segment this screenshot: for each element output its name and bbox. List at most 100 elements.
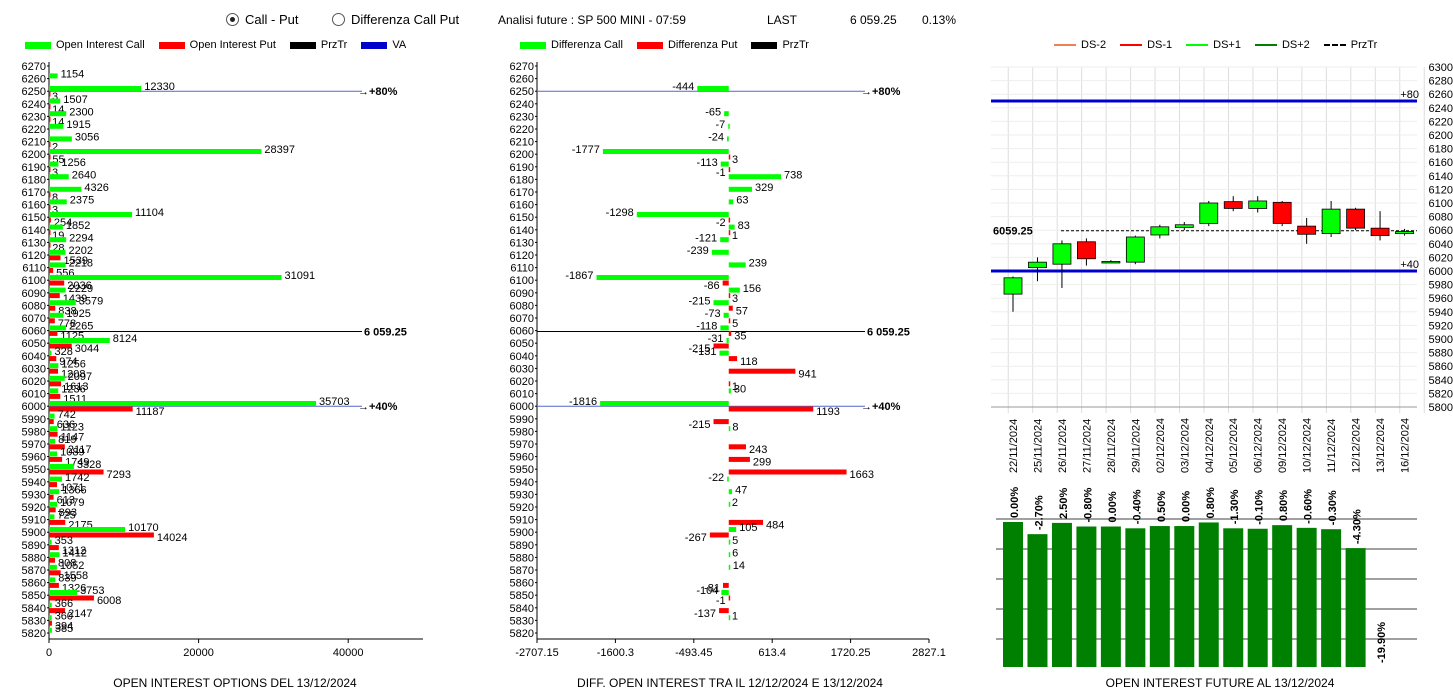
bar-call bbox=[49, 287, 66, 293]
bar-put bbox=[49, 305, 56, 311]
bar-call bbox=[49, 338, 110, 343]
legend-label: Differenza Call bbox=[551, 39, 623, 51]
strike-tick-label: 6050 bbox=[510, 338, 534, 350]
bar-put bbox=[49, 557, 56, 563]
candle-up bbox=[1003, 277, 1023, 295]
bar-call-label: 2265 bbox=[69, 321, 93, 333]
oi-bar-label: -0.40% bbox=[1131, 489, 1143, 524]
strike-tick-label: 6100 bbox=[22, 275, 46, 287]
bar-put bbox=[49, 608, 66, 614]
oi-bar-label: -0.80% bbox=[1082, 487, 1094, 522]
bar-call bbox=[49, 174, 69, 180]
radio-call-put-label: Call - Put bbox=[245, 12, 299, 27]
bar-call bbox=[49, 224, 63, 230]
legend-label: DS+1 bbox=[1213, 39, 1241, 51]
bar-call bbox=[49, 438, 56, 444]
bar-call bbox=[728, 174, 782, 180]
bar-put bbox=[49, 532, 154, 538]
strike-tick-label: 6020 bbox=[510, 376, 534, 388]
level-label: +40 bbox=[1400, 259, 1419, 271]
y-tick-label: 5920 bbox=[1429, 320, 1453, 332]
bar-put bbox=[49, 242, 51, 248]
bar-put-label: 2147 bbox=[68, 608, 92, 620]
strike-tick-label: 5870 bbox=[22, 565, 46, 577]
strike-tick-label: 6090 bbox=[510, 288, 534, 300]
strike-tick-label: 6030 bbox=[510, 363, 534, 375]
bar-put-label: 3 bbox=[52, 167, 58, 179]
bar-call bbox=[49, 451, 58, 457]
bar-put bbox=[49, 330, 58, 336]
oi-bar bbox=[1321, 529, 1342, 667]
bar-put bbox=[49, 356, 57, 362]
oi-bar-label: 0.00% bbox=[1107, 491, 1119, 522]
bar-call bbox=[728, 615, 731, 621]
bar-put bbox=[723, 582, 729, 588]
radio-call-put[interactable]: Call - Put bbox=[226, 12, 298, 27]
candle-up bbox=[1125, 236, 1145, 263]
bar-put bbox=[49, 141, 51, 147]
bar-call bbox=[49, 577, 56, 583]
strike-tick-label: 6080 bbox=[22, 300, 46, 312]
bar-call bbox=[49, 161, 59, 167]
bar-call bbox=[728, 123, 730, 129]
bar-put-label: 1193 bbox=[816, 406, 840, 418]
bar-put bbox=[728, 293, 731, 299]
oi-bar bbox=[1027, 534, 1048, 667]
y-tick-label: 6060 bbox=[1429, 225, 1453, 237]
bar-put bbox=[49, 393, 61, 399]
bar-call bbox=[49, 136, 72, 142]
strike-tick-label: 5840 bbox=[22, 603, 46, 615]
bar-call-label: 3056 bbox=[75, 132, 99, 144]
bar-call bbox=[49, 212, 133, 217]
legend-swatch-ds-1 bbox=[1120, 44, 1143, 46]
bar-call-label: 353 bbox=[55, 535, 73, 547]
bar-put-label: 14024 bbox=[157, 532, 188, 544]
oi-bar-label: -0.60% bbox=[1303, 489, 1315, 524]
bar-call bbox=[49, 262, 66, 268]
date-tick-label: 25/11/2024 bbox=[1032, 419, 1044, 473]
radio-selected-icon[interactable] bbox=[226, 13, 239, 26]
bar-call bbox=[49, 375, 65, 381]
radio-differenza[interactable]: Differenza Call Put bbox=[332, 12, 459, 27]
bar-put bbox=[49, 620, 52, 626]
diff-open-interest-chart: 6270626062506240623062206210620061906180… bbox=[510, 61, 946, 659]
bar-put bbox=[719, 608, 729, 614]
bar-call-label: 83 bbox=[738, 220, 750, 232]
oi-bar bbox=[1296, 527, 1317, 667]
strike-tick-label: 5880 bbox=[510, 552, 534, 564]
legend-swatch-prztr bbox=[1323, 44, 1346, 46]
bar-call bbox=[728, 552, 731, 558]
radio-unselected-icon[interactable] bbox=[332, 13, 345, 26]
bar-call bbox=[49, 149, 262, 154]
oi-bar-label: -0.10% bbox=[1254, 490, 1266, 525]
strike-tick-label: 5930 bbox=[22, 489, 46, 501]
legend-label: PrzTr bbox=[782, 39, 809, 51]
bar-call-label: 11104 bbox=[135, 207, 164, 219]
bar-call-label: 2294 bbox=[69, 232, 93, 244]
y-tick-label: 6260 bbox=[1429, 89, 1453, 101]
oi-bar bbox=[1223, 528, 1244, 667]
bar-call bbox=[728, 224, 735, 230]
oi-bar bbox=[1149, 526, 1170, 667]
marker-label: →+80% bbox=[861, 86, 901, 98]
strike-tick-label: 6170 bbox=[22, 187, 46, 199]
strike-tick-label: 6160 bbox=[22, 200, 46, 212]
bar-put bbox=[49, 482, 58, 488]
bar-call-label: -65 bbox=[705, 106, 721, 118]
strike-tick-label: 6250 bbox=[22, 86, 46, 98]
strike-tick-label: 5860 bbox=[510, 578, 534, 590]
candle-down bbox=[1077, 241, 1096, 260]
legend-right: DS-2 DS-1 DS+1 DS+2 PrzTr bbox=[1054, 39, 1385, 51]
bar-call bbox=[697, 86, 729, 91]
marker-label: 6 059.25 bbox=[867, 327, 910, 339]
oi-bar bbox=[1174, 526, 1195, 667]
legend-label: PrzTr bbox=[320, 39, 348, 51]
bar-put-label: 1071 bbox=[60, 482, 84, 494]
strike-tick-label: 5820 bbox=[22, 628, 46, 640]
y-tick-label: 5980 bbox=[1429, 280, 1453, 292]
marker-label: →+40% bbox=[358, 401, 398, 413]
bar-put-label: 636 bbox=[57, 419, 75, 431]
legend-swatch-va bbox=[361, 41, 388, 49]
y-tick-label: 6020 bbox=[1429, 252, 1453, 264]
last-label: LAST bbox=[767, 13, 798, 27]
